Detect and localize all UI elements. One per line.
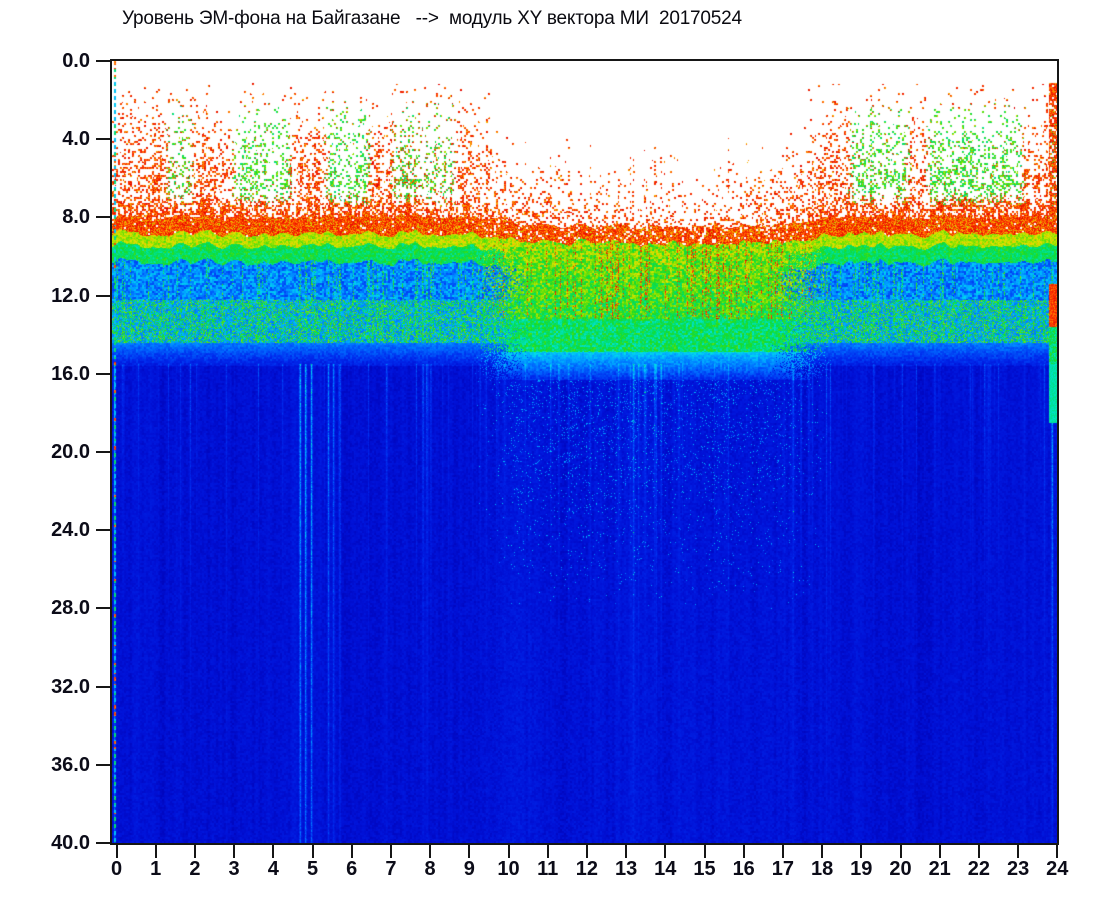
y-tick-label: 24.0 bbox=[51, 519, 90, 542]
y-tick-label: 16.0 bbox=[51, 362, 90, 385]
x-tick-label: 11 bbox=[537, 858, 559, 880]
x-axis-tick bbox=[272, 845, 275, 858]
x-tick-label: 14 bbox=[654, 858, 677, 880]
y-axis-tick bbox=[96, 372, 110, 375]
y-tick-label: 0.0 bbox=[62, 50, 90, 72]
x-tick-label: 9 bbox=[463, 858, 475, 880]
x-axis-tick bbox=[977, 845, 980, 858]
y-tick-label: 28.0 bbox=[51, 597, 90, 620]
x-axis-tick bbox=[233, 845, 236, 858]
x-axis-tick bbox=[1056, 845, 1059, 858]
x-axis-tick bbox=[585, 845, 588, 858]
x-tick-label: 8 bbox=[424, 858, 436, 880]
x-tick-label: 17 bbox=[771, 858, 795, 880]
y-axis-tick bbox=[96, 294, 110, 297]
x-tick-label: 15 bbox=[693, 858, 716, 880]
x-axis-tick bbox=[350, 845, 353, 858]
y-tick-label: 8.0 bbox=[62, 206, 90, 229]
x-tick-label: 23 bbox=[1006, 858, 1030, 880]
x-tick-label: 13 bbox=[614, 858, 638, 880]
plot-frame bbox=[110, 59, 1059, 845]
x-axis-tick bbox=[938, 845, 941, 858]
x-axis-tick bbox=[664, 845, 667, 858]
x-axis-tick bbox=[389, 845, 392, 858]
x-tick-label: 22 bbox=[967, 858, 991, 880]
x-axis-tick bbox=[311, 845, 314, 858]
x-axis-tick bbox=[781, 845, 784, 858]
x-tick-label: 4 bbox=[267, 858, 279, 880]
x-axis-tick bbox=[507, 845, 510, 858]
x-tick-label: 16 bbox=[732, 858, 755, 880]
x-tick-label: 24 bbox=[1046, 858, 1069, 880]
x-tick-label: 20 bbox=[889, 858, 912, 880]
x-axis-tick bbox=[115, 845, 118, 858]
x-axis-tick bbox=[546, 845, 549, 858]
x-axis-tick bbox=[625, 845, 628, 858]
x-tick-label: 3 bbox=[228, 858, 240, 880]
chart-title: Уровень ЭМ-фона на Байгазане --> модуль … bbox=[122, 8, 742, 29]
y-axis-tick bbox=[96, 685, 110, 688]
x-tick-label: 21 bbox=[928, 858, 951, 880]
x-axis-tick bbox=[468, 845, 471, 858]
y-axis-tick bbox=[96, 60, 110, 62]
y-tick-label: 4.0 bbox=[62, 128, 90, 151]
x-axis-tick bbox=[860, 845, 863, 858]
y-axis-tick bbox=[96, 529, 110, 532]
y-axis-tick bbox=[96, 763, 110, 766]
x-axis-tick bbox=[1017, 845, 1020, 858]
y-tick-label: 32.0 bbox=[51, 675, 90, 698]
y-tick-label: 40.0 bbox=[51, 832, 90, 854]
x-tick-label: 10 bbox=[497, 858, 520, 880]
y-tick-label: 20.0 bbox=[51, 441, 90, 463]
x-axis-tick bbox=[193, 845, 196, 858]
y-tick-label: 36.0 bbox=[51, 753, 90, 776]
y-tick-label: 12.0 bbox=[51, 284, 90, 307]
spectrogram-canvas bbox=[112, 61, 1057, 843]
x-tick-label: 5 bbox=[306, 858, 319, 880]
y-axis-tick bbox=[96, 138, 110, 141]
y-axis-tick bbox=[96, 842, 110, 844]
x-tick-label: 7 bbox=[385, 858, 397, 880]
x-axis-tick bbox=[429, 845, 432, 858]
x-tick-label: 0 bbox=[110, 858, 123, 880]
y-axis-tick bbox=[96, 216, 110, 219]
x-tick-label: 19 bbox=[850, 858, 873, 880]
x-tick-label: 2 bbox=[189, 858, 201, 880]
x-axis-tick bbox=[154, 845, 157, 858]
y-axis-tick bbox=[96, 607, 110, 610]
x-axis-tick bbox=[821, 845, 824, 858]
x-tick-label: 1 bbox=[150, 858, 162, 880]
x-axis-tick bbox=[742, 845, 745, 858]
x-axis-tick bbox=[899, 845, 902, 858]
y-axis-tick bbox=[96, 451, 110, 453]
x-axis-tick bbox=[703, 845, 706, 858]
x-tick-label: 12 bbox=[575, 858, 599, 880]
x-tick-label: 18 bbox=[810, 858, 834, 880]
x-tick-label: 6 bbox=[346, 858, 358, 880]
